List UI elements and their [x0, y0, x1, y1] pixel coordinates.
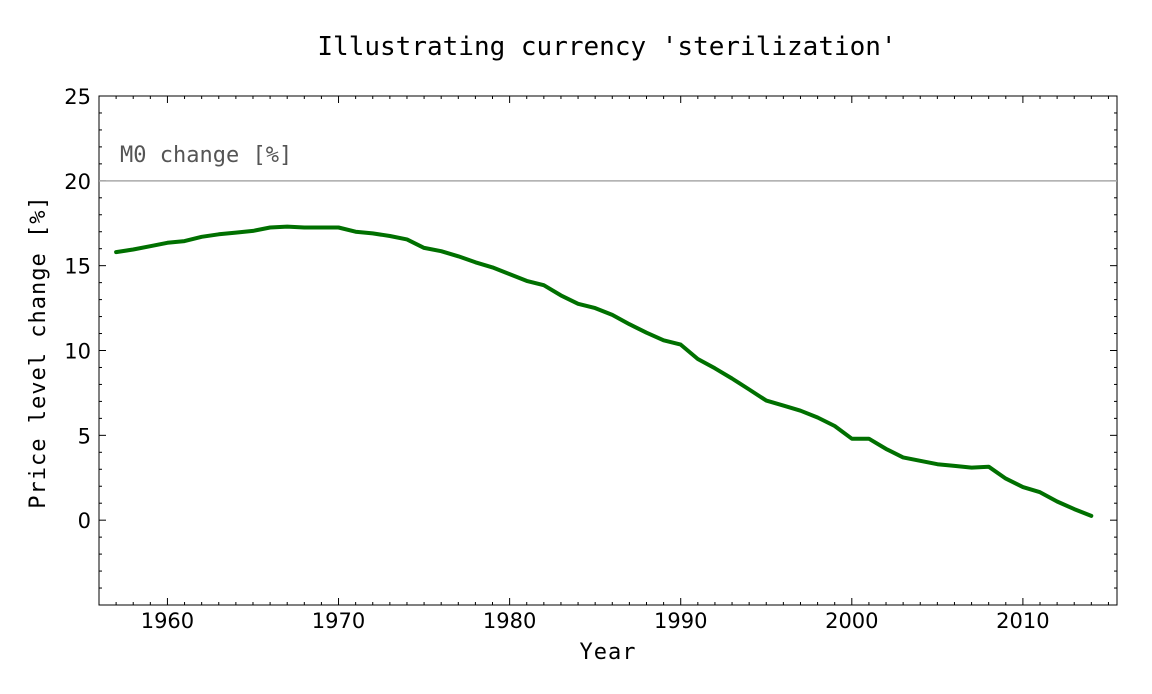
x-tick-label: 2010	[996, 609, 1049, 633]
y-tick-label: 25	[64, 85, 91, 109]
x-tick-label: 1980	[483, 609, 536, 633]
reference-line-label: M0 change [%]	[120, 143, 292, 168]
y-tick-label: 20	[64, 170, 91, 194]
x-axis-label: Year	[580, 640, 637, 665]
y-tick-label: 15	[64, 255, 91, 279]
y-tick-label: 0	[78, 509, 91, 533]
x-tick-label: 2000	[825, 609, 878, 633]
plot-area: 1960 1970 1980 1990 2000 2010 0 5 10 15 20 25 M0 cha…	[64, 85, 1118, 633]
y-tick-label: 5	[78, 424, 91, 448]
y-tick-label: 10	[64, 340, 91, 364]
x-tick-label: 1990	[654, 609, 707, 633]
series-line	[114, 224, 1094, 518]
x-tick-label: 1960	[141, 609, 194, 633]
chart-title: Illustrating currency 'sterilization'	[317, 32, 896, 62]
x-tick-label: 1970	[312, 609, 365, 633]
y-axis-label: Price level change [%]	[26, 195, 51, 508]
plot-frame	[98, 95, 1118, 606]
